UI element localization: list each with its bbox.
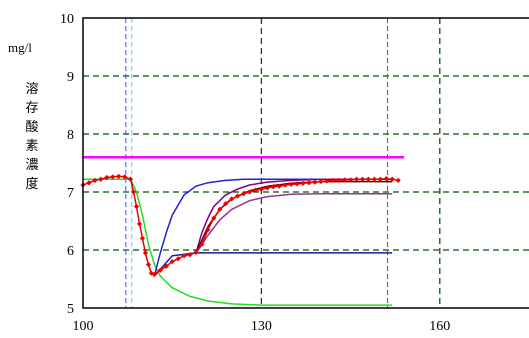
y-tick-label-10: 10 [60, 12, 74, 27]
x-tick-label-130: 130 [251, 319, 272, 334]
data-point-7-52 [365, 176, 372, 182]
data-point-7-1 [86, 180, 92, 186]
data-point-7-38 [282, 182, 288, 188]
vertical-marker-layer [125, 18, 388, 308]
data-point-7-5 [110, 174, 116, 180]
y-tick-label-9: 9 [67, 70, 74, 85]
data-point-7-30 [235, 193, 241, 199]
data-point-7-57 [395, 177, 401, 183]
data-point-7-11 [136, 221, 143, 227]
data-point-7-20 [175, 256, 181, 262]
data-point-7-48 [342, 177, 348, 183]
unit-label: mg/l [8, 40, 32, 55]
data-point-7-3 [98, 176, 104, 182]
data-point-7-29 [229, 196, 235, 202]
y-axis-label: 溶存酸素濃度 [25, 82, 39, 192]
series-line-3 [153, 252, 393, 277]
data-point-7-18 [163, 263, 169, 269]
grid-layer [83, 18, 529, 308]
data-point-7-44 [318, 178, 324, 185]
data-point-7-27 [217, 206, 223, 212]
y-tick-label-5: 5 [67, 302, 74, 317]
tick-label-layer: 5 6 7 8 9 10 100 130 160 [60, 12, 450, 334]
data-point-7-4 [104, 174, 110, 181]
data-point-7-43 [312, 179, 318, 185]
series-layer [80, 155, 405, 306]
data-point-7-53 [371, 176, 377, 182]
data-point-7-14 [145, 261, 152, 268]
series-line-2 [153, 178, 393, 277]
data-point-7-13 [142, 250, 149, 256]
data-point-7-36 [270, 184, 276, 190]
data-point-7-33 [252, 187, 259, 193]
series-line-4 [195, 178, 393, 254]
x-tick-label-160: 160 [429, 319, 450, 334]
data-point-7-39 [288, 181, 294, 188]
data-point-7-19 [169, 259, 175, 265]
data-point-7-50 [353, 176, 360, 182]
data-point-7-35 [264, 185, 270, 191]
data-point-7-47 [336, 177, 342, 183]
data-point-7-2 [92, 177, 98, 183]
y-tick-label-6: 6 [67, 244, 74, 259]
data-point-7-32 [246, 189, 253, 195]
data-point-7-40 [294, 181, 300, 187]
data-point-7-26 [211, 215, 217, 221]
data-point-7-9 [130, 189, 137, 195]
data-point-7-8 [127, 176, 134, 182]
series-line-1 [83, 178, 393, 306]
series-line-6 [195, 192, 393, 254]
data-point-7-17 [157, 267, 163, 273]
data-point-7-31 [240, 191, 247, 197]
data-point-7-6 [116, 173, 122, 179]
data-point-7-56 [389, 176, 395, 182]
y-tick-label-8: 8 [67, 128, 74, 143]
data-point-7-24 [199, 241, 205, 247]
series-line-7 [82, 175, 399, 276]
data-point-7-42 [306, 180, 312, 186]
data-point-7-21 [181, 253, 187, 259]
data-point-7-51 [359, 176, 366, 182]
data-point-7-45 [324, 178, 330, 184]
data-point-7-37 [276, 183, 282, 189]
data-point-7-54 [377, 176, 383, 182]
data-point-7-22 [187, 252, 193, 258]
data-point-7-49 [348, 177, 354, 183]
data-point-7-46 [330, 177, 336, 183]
data-point-7-12 [139, 235, 146, 241]
plot-frame [82, 17, 529, 309]
data-point-7-55 [383, 176, 389, 182]
data-point-7-23 [193, 249, 199, 255]
data-point-7-28 [223, 201, 229, 207]
x-tick-label-100: 100 [73, 319, 94, 334]
data-point-7-25 [205, 227, 211, 233]
data-point-7-34 [258, 186, 264, 192]
data-point-7-16 [151, 271, 157, 277]
data-point-7-10 [133, 203, 140, 210]
data-point-7-41 [300, 180, 306, 186]
data-point-7-7 [122, 174, 128, 180]
y-tick-label-7: 7 [67, 186, 74, 201]
